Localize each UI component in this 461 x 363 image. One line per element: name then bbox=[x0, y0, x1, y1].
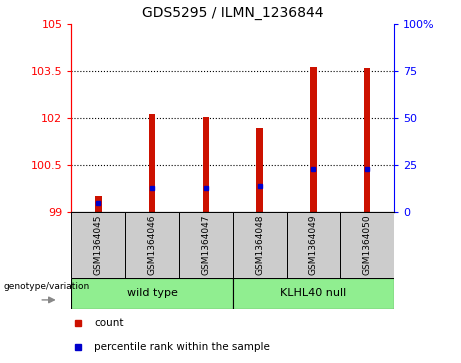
Text: GSM1364050: GSM1364050 bbox=[363, 215, 372, 276]
Title: GDS5295 / ILMN_1236844: GDS5295 / ILMN_1236844 bbox=[142, 6, 324, 20]
Bar bbox=[256, 129, 263, 212]
FancyBboxPatch shape bbox=[125, 212, 179, 278]
Text: GSM1364049: GSM1364049 bbox=[309, 215, 318, 275]
Bar bbox=[95, 196, 101, 212]
Text: count: count bbox=[94, 318, 124, 328]
FancyBboxPatch shape bbox=[71, 212, 125, 278]
Bar bbox=[203, 117, 209, 212]
Bar bbox=[149, 114, 155, 212]
Text: GSM1364047: GSM1364047 bbox=[201, 215, 210, 275]
Text: KLHL40 null: KLHL40 null bbox=[280, 288, 347, 298]
FancyBboxPatch shape bbox=[287, 212, 340, 278]
Text: GSM1364046: GSM1364046 bbox=[148, 215, 157, 275]
Text: wild type: wild type bbox=[127, 288, 177, 298]
Bar bbox=[310, 67, 317, 212]
Bar bbox=[364, 68, 371, 212]
Text: genotype/variation: genotype/variation bbox=[4, 282, 90, 291]
FancyBboxPatch shape bbox=[233, 212, 287, 278]
Text: GSM1364045: GSM1364045 bbox=[94, 215, 103, 275]
FancyBboxPatch shape bbox=[71, 278, 233, 309]
Text: GSM1364048: GSM1364048 bbox=[255, 215, 264, 275]
FancyBboxPatch shape bbox=[233, 278, 394, 309]
FancyBboxPatch shape bbox=[340, 212, 394, 278]
Text: percentile rank within the sample: percentile rank within the sample bbox=[94, 342, 270, 352]
FancyBboxPatch shape bbox=[179, 212, 233, 278]
